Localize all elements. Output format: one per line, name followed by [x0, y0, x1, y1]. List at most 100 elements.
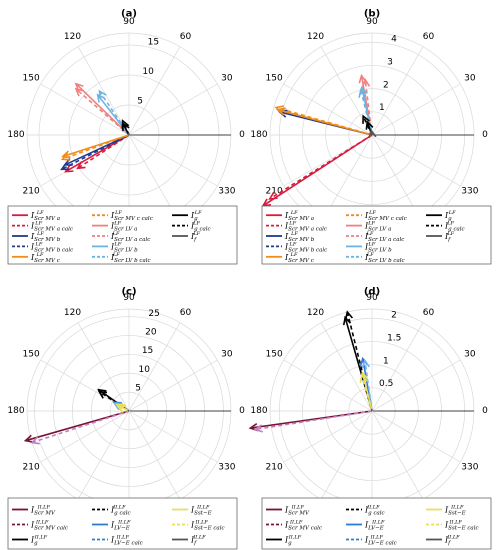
- angle-tick-label: 90: [366, 293, 378, 303]
- legend-label: IScr MV a calcLF: [30, 221, 73, 233]
- radial-tick-label: 3: [387, 58, 393, 68]
- phasor-line: [361, 375, 373, 412]
- grid-spoke: [128, 83, 218, 136]
- radial-tick-label: 15: [142, 346, 153, 356]
- phasor-i-scr-mv-calc-ii-lf: [30, 410, 130, 445]
- legend-entry: IScr MVII,LF: [266, 505, 310, 517]
- angle-tick-label: 330: [461, 187, 478, 197]
- angle-tick-label: 180: [7, 406, 24, 416]
- grid-spoke: [77, 46, 130, 136]
- radial-tick-label: 1.5: [387, 334, 401, 344]
- phasor-arrowhead: [274, 105, 285, 114]
- phasor-line: [117, 405, 130, 412]
- phasor-arrowhead: [60, 152, 71, 161]
- phasor-line: [64, 134, 130, 166]
- legend-label: IScr LV bLF: [364, 241, 392, 253]
- phasor-arrowhead: [76, 161, 86, 170]
- legend-entry: ILV−EII,LF: [92, 520, 131, 532]
- radial-tick-label: 1: [379, 103, 385, 113]
- grid-spoke: [371, 134, 461, 187]
- phasor-line: [127, 409, 130, 412]
- legend-label: IScr MV aLF: [284, 210, 314, 222]
- angle-tick-label: 0: [239, 130, 245, 140]
- radial-tick-label: 10: [142, 67, 154, 77]
- legend-label: IScr MV c calcLF: [364, 210, 407, 222]
- angle-tick-label: 150: [23, 74, 40, 84]
- legend-entry: IgLF: [172, 210, 202, 222]
- legend-label: IScr MV bLF: [30, 231, 61, 243]
- legend-label: IScr MV cLF: [284, 252, 314, 264]
- phasor-i-g-calc-ii-lf: [97, 390, 130, 412]
- phasor-line: [62, 134, 130, 160]
- legend-entry: IScr LV bLF: [92, 241, 138, 253]
- angle-tick-label: 150: [266, 350, 283, 360]
- legend-label: ISst−E calcII,LF: [444, 520, 479, 532]
- legend-entry: IScr MV calcII,LF: [12, 520, 68, 532]
- legend-label: ILV−E calcII,LF: [364, 535, 397, 547]
- legend: IScr MV aLF IScr MV c calcLF IgLF IScr MV a…: [7, 205, 238, 265]
- legend-entry: IScr LV b calcLF: [346, 252, 405, 264]
- radial-tick-label: 2: [391, 311, 397, 321]
- legend-label: Ig calcLF: [190, 221, 211, 233]
- grid-spoke: [371, 410, 461, 463]
- legend-entry: IfII,LF: [172, 535, 206, 547]
- phasor-i-g-calc-lf: [121, 119, 130, 136]
- phasor-i-scr-mv-c-calc-lf: [274, 105, 373, 136]
- legend-entry: IScr MVII,LF: [12, 505, 56, 517]
- radial-tick-label: 15: [148, 37, 159, 47]
- grid-spoke: [371, 83, 461, 136]
- angle-tick-label: 150: [266, 74, 283, 84]
- grid-spoke: [77, 322, 130, 412]
- grid-spoke: [40, 83, 130, 136]
- angle-tick-label: 330: [218, 187, 235, 197]
- legend-label: IScr MV calcII,LF: [30, 520, 68, 532]
- legend-label: IScr LV aLF: [364, 221, 391, 233]
- angle-tick-label: 90: [123, 293, 135, 303]
- angle-tick-label: 30: [464, 350, 476, 360]
- phasor-line: [77, 134, 130, 170]
- legend-label: ILV−EII,LF: [364, 520, 385, 532]
- radial-tick-label: 4: [391, 35, 397, 45]
- legend-label: IfLF: [444, 231, 455, 243]
- polar-chart-4: (d)90 120 150 180 210 330 0 30 60 0.5 1 1.5 2 IScr MV…: [248, 286, 492, 550]
- legend-entry: ILV−EII,LF: [346, 520, 385, 532]
- legend-label: IScr MV a calcLF: [284, 221, 327, 233]
- legend-entry: IScr MV bLF: [266, 231, 315, 243]
- angle-tick-label: 60: [423, 32, 435, 42]
- legend-label: ISst−E calcII,LF: [190, 520, 225, 532]
- legend-entry: IScr MV b calcLF: [266, 241, 327, 253]
- phasor-arrowhead: [98, 89, 107, 100]
- phasor-arrowhead: [358, 88, 367, 98]
- legend: IScr MVII,LF Ig calcII,LF ISst−EII,LF IScr …: [7, 497, 238, 550]
- legend-label: Ig calcII,LF: [364, 505, 385, 517]
- phasor-line: [98, 390, 130, 412]
- legend: IScr MV aLF IScr MV c calcLF IgLF IScr MV a…: [261, 205, 492, 265]
- phasor-line: [62, 134, 130, 158]
- angle-tick-label: 120: [64, 32, 81, 42]
- grid-spoke: [77, 410, 130, 500]
- legend-entry: ISst−E calcII,LF: [426, 520, 479, 532]
- grid-spoke: [283, 410, 373, 463]
- legend-entry: IScr MV b calcLF: [12, 241, 73, 253]
- phasor-arrowhead: [361, 358, 371, 369]
- legend-label: Ig calcII,LF: [110, 505, 131, 517]
- legend-label: IScr MV c calcLF: [110, 210, 153, 222]
- chart-title: (a): [121, 8, 137, 19]
- phasor-i-f-ii-lf: [127, 409, 130, 412]
- phasor-line: [360, 89, 373, 136]
- radial-tick-label: 5: [137, 96, 143, 106]
- phasor-arrowhead: [359, 373, 368, 384]
- phasor-i-scr-mv-a-lf: [261, 134, 373, 207]
- phasor-i-scr-lv-a-lf: [74, 82, 130, 136]
- phasor-line: [269, 134, 373, 200]
- legend-entry: ISst−E calcII,LF: [172, 520, 225, 532]
- legend-entry: Ig calcLF: [426, 221, 465, 233]
- phasor-arrowhead: [362, 114, 370, 124]
- legend-entry: ISst−EII,LF: [172, 505, 212, 517]
- phasor-line: [250, 410, 373, 429]
- angle-tick-label: 330: [461, 463, 478, 473]
- chart-title: (b): [364, 8, 380, 19]
- angle-tick-label: 120: [307, 308, 324, 318]
- phasor-line: [61, 134, 130, 171]
- legend-label: IScr LV b calcLF: [364, 252, 405, 264]
